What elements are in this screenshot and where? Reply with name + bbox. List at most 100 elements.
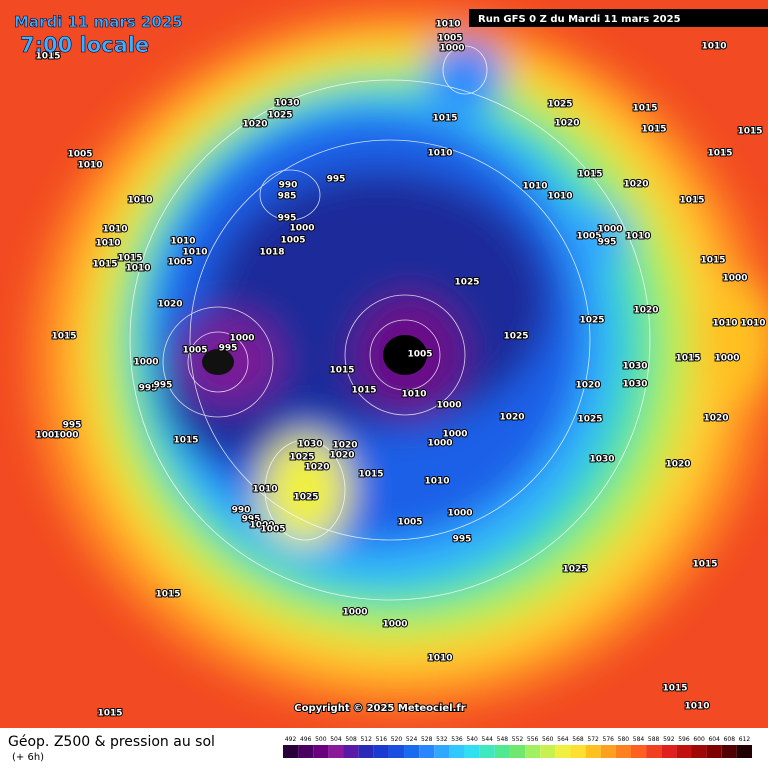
time: 7:00 locale	[20, 33, 149, 57]
scale-swatch	[313, 745, 329, 758]
isobar-label: 985	[278, 192, 297, 202]
isobar-label: 1020	[554, 119, 579, 129]
isobar-label: 1030	[297, 440, 322, 450]
isobar-label: 1020	[665, 460, 690, 470]
isobar-label: 1015	[700, 256, 725, 266]
scale-swatch	[479, 745, 495, 758]
scale-label: 504	[330, 736, 342, 743]
scale-label: 612	[739, 736, 751, 743]
scale-swatch	[676, 745, 692, 758]
isobar-label: 1015	[432, 114, 457, 124]
scale-swatch	[373, 745, 389, 758]
isobar-label: 1025	[289, 453, 314, 463]
scale-swatch	[600, 745, 616, 758]
isobar-label: 1030	[274, 99, 299, 109]
scale-label: 524	[406, 736, 418, 743]
run-info: Run GFS 0 Z du Mardi 11 mars 2025	[478, 14, 681, 25]
scale-swatch	[570, 745, 586, 758]
isobar-label: 1015	[692, 560, 717, 570]
isobar-label: 1030	[589, 455, 614, 465]
scale-label: 592	[663, 736, 675, 743]
scale-label: 532	[436, 736, 448, 743]
isobar-label: 1015	[675, 354, 700, 364]
scale-swatch	[328, 745, 344, 758]
isobar-label: 1005	[437, 34, 462, 44]
isobar-label: 1020	[575, 381, 600, 391]
isobar-label: 1025	[454, 278, 479, 288]
scale-swatch	[691, 745, 707, 758]
isobars	[129, 45, 651, 601]
isobar-label: 1015	[117, 254, 142, 264]
isobar-label: 1010	[427, 654, 452, 664]
scale-label: 552	[512, 736, 524, 743]
scale-label: 500	[315, 736, 327, 743]
isobar-label: 1000	[427, 439, 452, 449]
isobar-label: 1015	[97, 709, 122, 719]
scale-label: 564	[557, 736, 569, 743]
isobar-label: 1015	[155, 590, 180, 600]
isobar-label: 1025	[562, 565, 587, 575]
scale-label: 604	[708, 736, 720, 743]
isobar-label: 1010	[95, 239, 120, 249]
isobar-label: 1010	[127, 196, 152, 206]
isobar-label: 1025	[579, 316, 604, 326]
isobar-label: 1000	[442, 430, 467, 440]
scale-swatch	[494, 745, 510, 758]
isobar-label: 1010	[427, 149, 452, 159]
run-banner	[469, 9, 768, 27]
copyright: Copyright © 2025 Meteociel.fr	[294, 703, 465, 714]
isobar-label: 1030	[622, 380, 647, 390]
isobar-label: 1010	[740, 319, 765, 329]
isobar-label: 1005	[260, 525, 285, 535]
scale-label: 516	[376, 736, 388, 743]
isobar-label: 1015	[662, 684, 687, 694]
isobar-label: 1000	[342, 608, 367, 618]
isobar-label: 995	[63, 421, 82, 431]
isobar-label: 1025	[267, 111, 292, 121]
isobar-label: 990	[232, 506, 251, 516]
isobar-label: 1015	[51, 332, 76, 342]
isobar-label: 995	[327, 175, 346, 185]
scale-swatch	[283, 745, 299, 758]
isobar-label: 1015	[707, 149, 732, 159]
scale-swatch	[464, 745, 480, 758]
isobar-label: 1015	[351, 386, 376, 396]
isobar-label: 1010	[125, 264, 150, 274]
isobar-label: 1010	[102, 225, 127, 235]
scale-swatch	[388, 745, 405, 758]
isobar-label: 995	[598, 238, 617, 248]
scale-label: 588	[648, 736, 660, 743]
scale-label: 496	[300, 736, 312, 743]
scale-swatch	[706, 745, 722, 758]
footer-subtitle: (+ 6h)	[12, 752, 44, 763]
isobar-label: 1000	[722, 274, 747, 284]
footer-title: Géop. Z500 & pression au sol	[8, 734, 215, 750]
isobar-label: 1015	[92, 260, 117, 270]
isobar-label: 1000	[436, 401, 461, 411]
isobar-label: 1020	[499, 413, 524, 423]
scale-label: 608	[724, 736, 736, 743]
isobar-label: 1018	[259, 248, 284, 258]
scale-swatch	[525, 745, 541, 758]
isobar-label: 1010	[170, 237, 195, 247]
scale-label: 544	[482, 736, 494, 743]
isobar-label: 1025	[503, 332, 528, 342]
isobar-label: 1020	[332, 441, 357, 451]
scale-label: 536	[451, 736, 463, 743]
isobar-label: 1010	[424, 477, 449, 487]
isobar-label: 1030	[622, 362, 647, 372]
scale-label: 540	[466, 736, 478, 743]
isobar-label: 1015	[577, 170, 602, 180]
scale-swatch	[646, 745, 662, 758]
isobar-label: 995	[453, 535, 472, 545]
scale-swatch	[615, 745, 631, 758]
scale-label: 596	[678, 736, 690, 743]
isobar-label: 1010	[712, 319, 737, 329]
isobar-label: 1010	[701, 42, 726, 52]
isobar-label: 995	[139, 384, 158, 394]
scale-swatch	[585, 745, 601, 758]
scale-swatch	[509, 745, 526, 758]
isobar-label: 1000	[249, 521, 274, 531]
scale-label: 572	[587, 736, 599, 743]
